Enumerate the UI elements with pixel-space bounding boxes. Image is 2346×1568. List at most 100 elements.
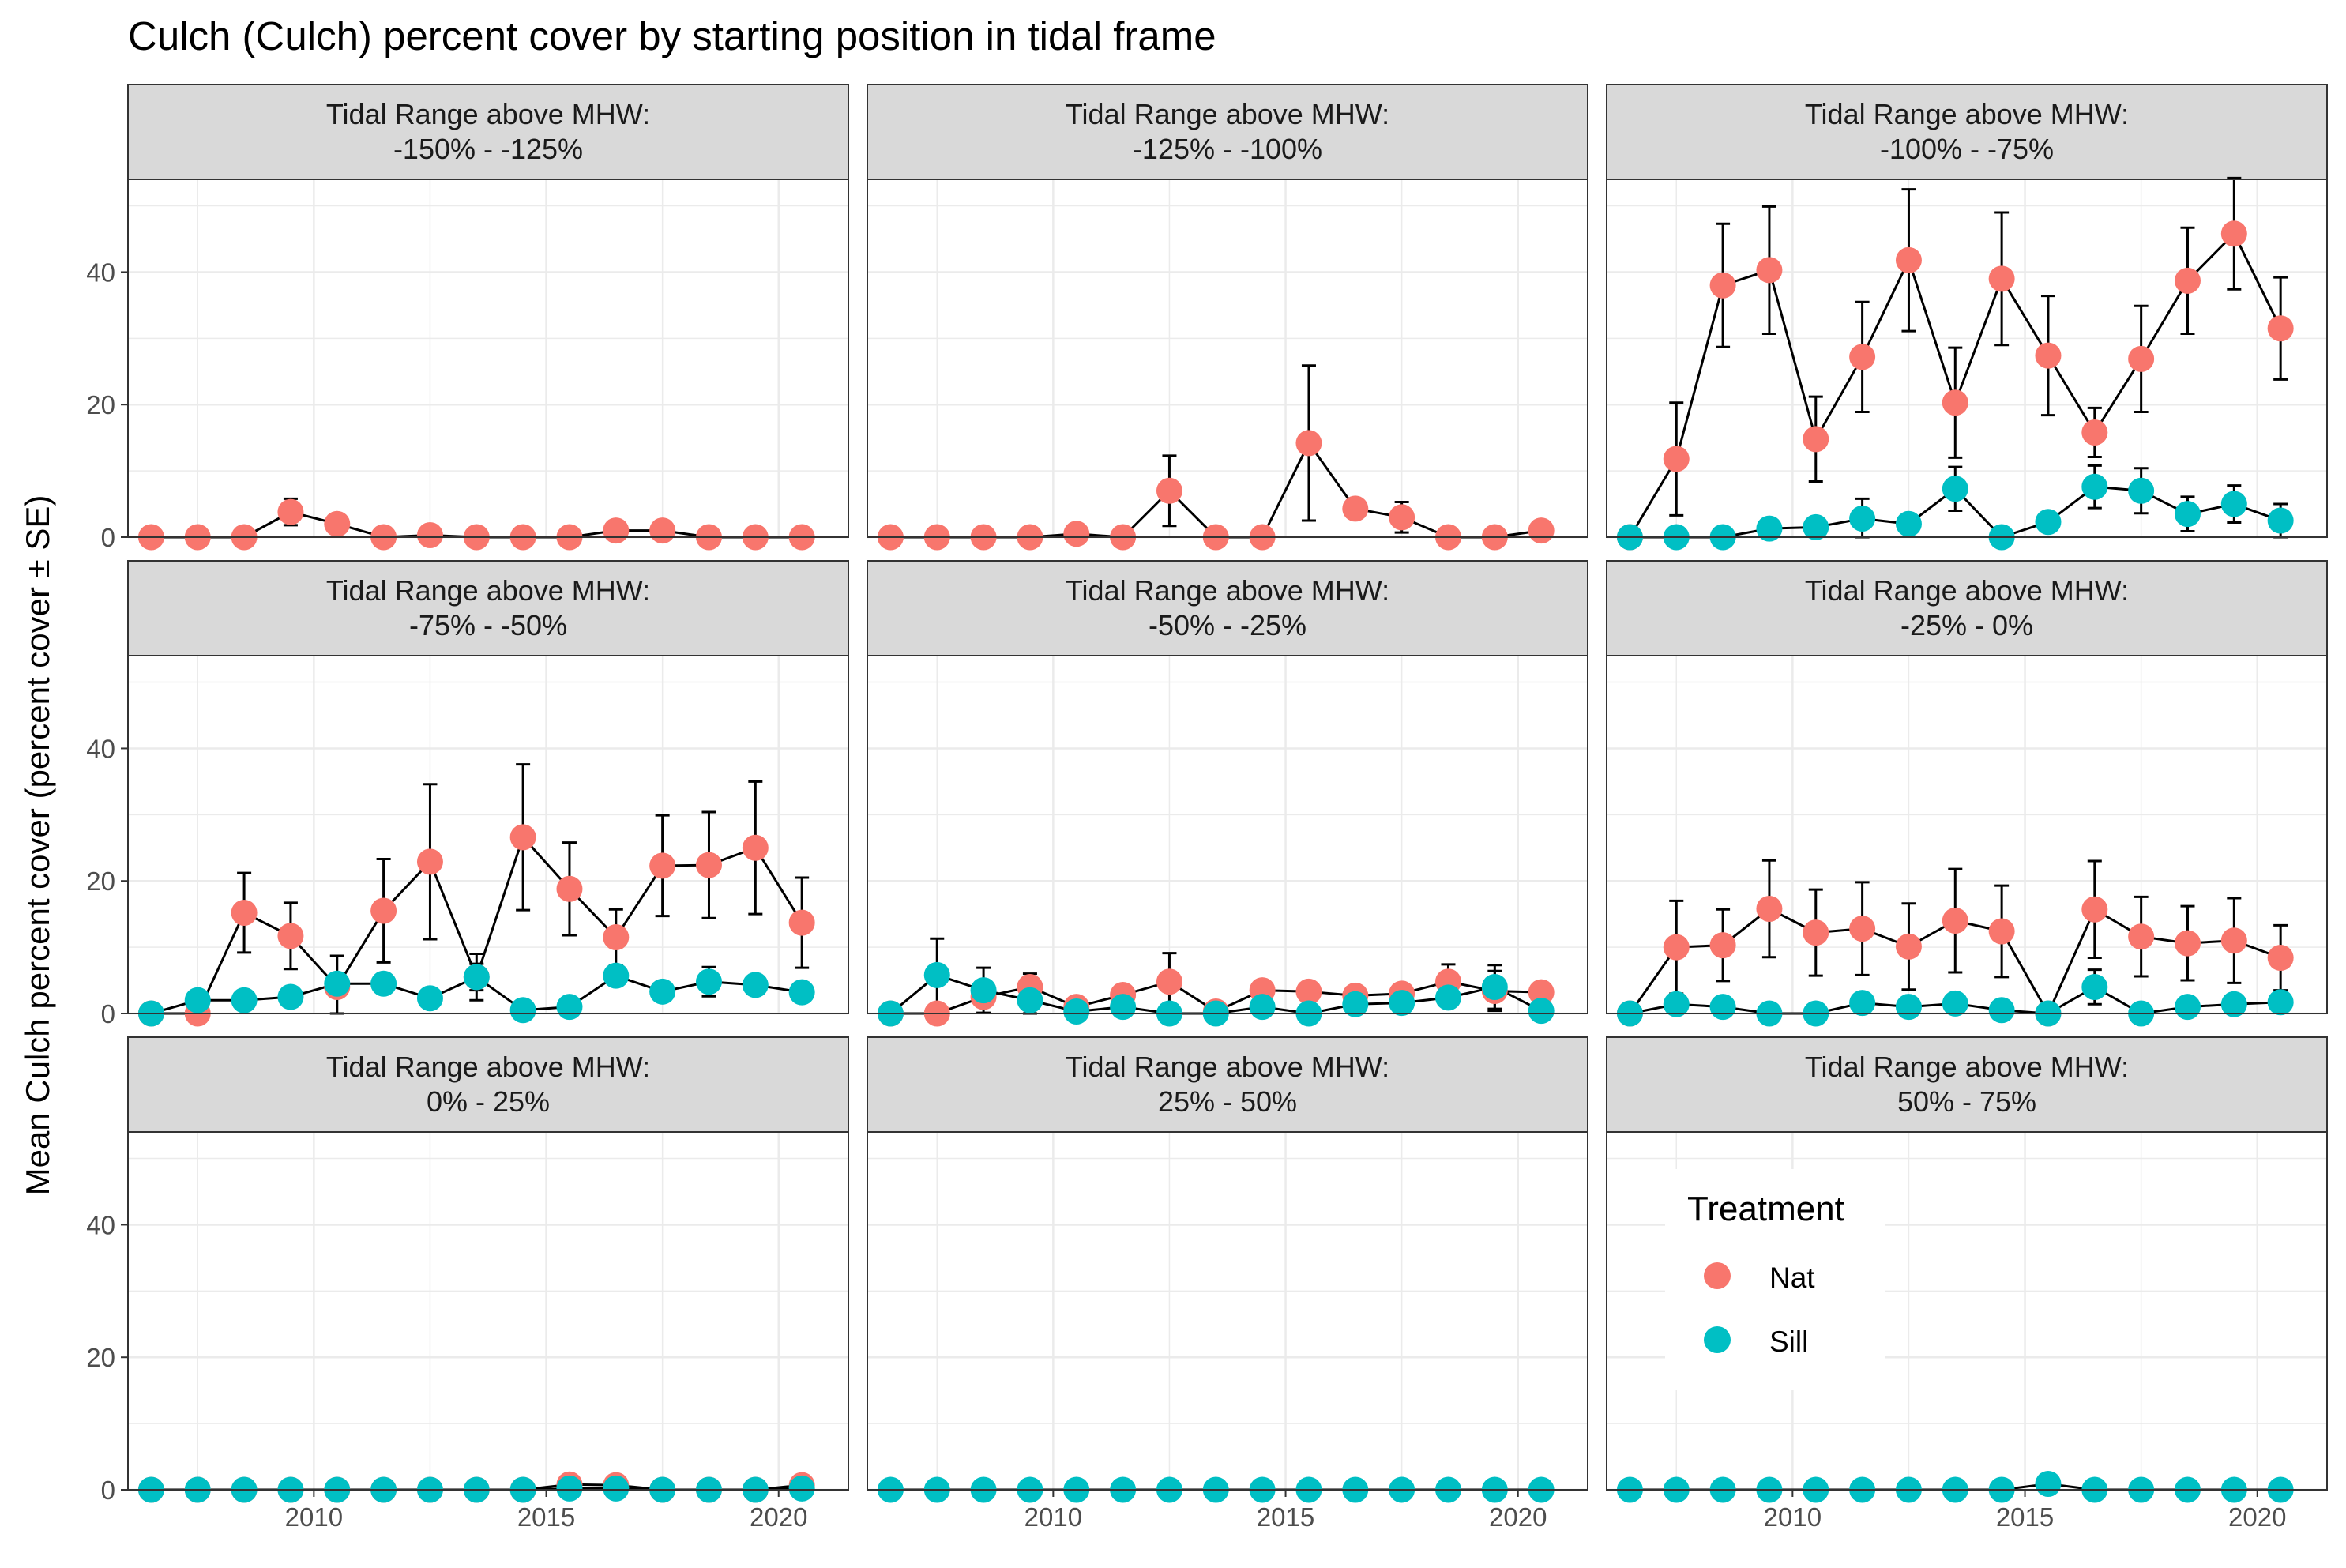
data-point-nat <box>649 852 676 879</box>
data-point-sill <box>1709 994 1736 1021</box>
y-tick-label: 20 <box>86 867 115 896</box>
legend-key-sill <box>1704 1326 1731 1353</box>
data-point-nat <box>1849 916 1876 942</box>
data-point-sill <box>1942 990 1968 1017</box>
data-point-nat <box>788 909 815 936</box>
data-point-nat <box>2220 220 2247 247</box>
data-point-sill <box>324 970 351 997</box>
data-point-sill <box>1389 990 1415 1017</box>
data-point-nat <box>370 897 397 924</box>
panel-border <box>867 1131 1588 1491</box>
data-point-sill <box>1942 476 1968 502</box>
x-tick-label: 2015 <box>1257 1502 1314 1532</box>
y-tick-label: 40 <box>86 258 115 287</box>
y-tick-label: 20 <box>86 390 115 419</box>
x-tick-label: 2020 <box>1489 1502 1547 1532</box>
facet-strip <box>867 84 1588 180</box>
panel-points <box>1616 220 2294 551</box>
plot-background <box>1607 179 2327 537</box>
panel-points <box>877 430 1555 551</box>
panel-points <box>877 961 1555 1027</box>
facet-strip <box>867 560 1588 656</box>
data-point-sill <box>1988 997 2015 1024</box>
plot-background <box>128 1132 848 1490</box>
data-point-nat <box>416 848 443 875</box>
data-point-nat <box>2081 896 2108 923</box>
data-point-sill <box>1434 984 1461 1011</box>
data-point-nat <box>1528 979 1555 1006</box>
y-tick-label: 40 <box>86 734 115 763</box>
data-point-nat <box>2220 927 2247 954</box>
facet-strip-label: 0% - 25% <box>427 1085 550 1118</box>
data-point-sill <box>231 987 258 1013</box>
data-point-nat <box>277 923 304 949</box>
data-point-nat <box>603 517 630 544</box>
facet-strip <box>1606 84 2328 180</box>
facet-strip-header: Tidal Range above MHW: <box>1066 98 1389 130</box>
data-point-nat <box>1803 426 1829 453</box>
data-point-sill <box>1342 991 1369 1017</box>
legend-label-nat: Nat <box>1769 1262 1815 1294</box>
data-point-sill <box>463 964 490 991</box>
data-point-sill <box>1849 506 1876 532</box>
plot-background <box>128 656 848 1013</box>
plot-background <box>867 179 1588 537</box>
data-point-sill <box>2081 473 2108 500</box>
panel-border <box>1606 179 2328 538</box>
y-tick-label: 20 <box>86 1343 115 1372</box>
facet-strip <box>1606 1036 2328 1133</box>
data-point-sill <box>649 978 676 1005</box>
facet-panel: Tidal Range above MHW:25% - 50% 2010 2015 2… <box>867 1036 1588 1532</box>
data-point-sill <box>2035 1470 2062 1497</box>
legend: Treatment Nat Sill <box>1665 1169 1885 1390</box>
legend-title: Treatment <box>1687 1190 1844 1228</box>
y-tick-label: 0 <box>101 523 115 552</box>
x-tick-label: 2010 <box>285 1502 343 1532</box>
data-point-sill <box>1849 990 1876 1017</box>
panel-border <box>127 655 849 1014</box>
data-point-nat <box>1803 919 1829 946</box>
data-point-sill <box>1803 513 1829 540</box>
data-point-sill <box>1063 998 1090 1025</box>
panel-border <box>1606 1131 2328 1491</box>
data-point-sill <box>1249 994 1276 1021</box>
data-point-nat <box>1709 272 1736 299</box>
facet-strip-label: -50% - -25% <box>1149 609 1306 641</box>
facet-strip-label: -100% - -75% <box>1880 133 2054 165</box>
x-tick-label: 2015 <box>1996 1502 2054 1532</box>
data-point-sill <box>2035 509 2062 536</box>
data-point-nat <box>2267 945 2294 972</box>
facet-panel: Tidal Range above MHW:-100% - -75% <box>1606 84 2328 551</box>
facet-strip-header: Tidal Range above MHW: <box>1805 1051 2129 1083</box>
facet-strip-header: Tidal Range above MHW: <box>1805 574 2129 607</box>
data-point-sill <box>556 994 583 1021</box>
data-point-nat <box>277 498 304 525</box>
plot-background <box>128 179 848 537</box>
data-point-nat <box>1156 477 1182 504</box>
panel-points <box>1616 895 2294 1027</box>
x-tick-label: 2020 <box>750 1502 807 1532</box>
facet-strip-label: -125% - -100% <box>1133 133 1322 165</box>
data-point-nat <box>2081 419 2108 446</box>
data-point-sill <box>603 962 630 989</box>
facet-strip-label: -150% - -125% <box>393 133 583 165</box>
data-point-nat <box>1988 918 2015 945</box>
data-point-nat <box>742 834 769 861</box>
data-point-sill <box>788 1475 815 1502</box>
facet-panel: Tidal Range above MHW:-25% - 0% <box>1606 560 2328 1027</box>
panel-points <box>137 1471 815 1503</box>
facet-strip-header: Tidal Range above MHW: <box>1805 98 2129 130</box>
facet-panel: Tidal Range above MHW:-50% - -25% <box>867 560 1588 1027</box>
data-point-nat <box>1528 517 1555 544</box>
facet-strip-label: -75% - -50% <box>409 609 567 641</box>
panel-border <box>127 1131 849 1491</box>
data-point-nat <box>1663 934 1690 961</box>
data-point-nat <box>1988 265 2015 292</box>
data-point-nat <box>1063 521 1090 547</box>
data-point-nat <box>2128 345 2155 372</box>
data-point-nat <box>2174 267 2201 294</box>
facet-strip-header: Tidal Range above MHW: <box>326 1051 650 1083</box>
data-point-nat <box>1389 504 1415 531</box>
data-point-nat <box>2035 342 2062 369</box>
